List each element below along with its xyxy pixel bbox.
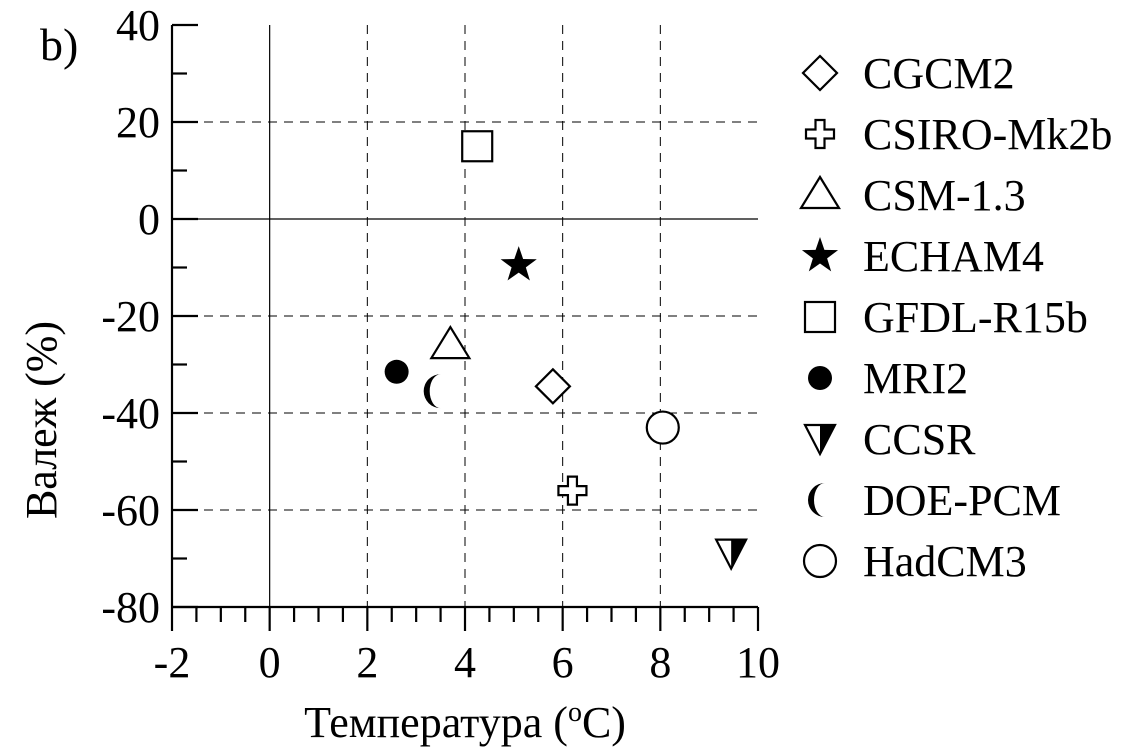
data-point-hadcm3 [645,410,680,445]
data-point-mri2 [384,359,409,384]
legend-label-echam4: ECHAM4 [863,232,1044,281]
legend-marker-mri2 [808,366,832,390]
axes [170,23,760,631]
x-tick-label: 8 [649,638,671,687]
x-tick-label: 6 [552,638,574,687]
legend-label-ccsr: CCSR [863,415,976,464]
y-tick-label: -40 [101,389,160,438]
data-point-csm-1-3 [429,324,472,360]
y-tick-label: -60 [101,486,160,535]
data-point-csiro-mk2b [557,475,588,506]
legend-label-gfdl-r15b: GFDL-R15b [863,293,1088,342]
legend-label-csiro-mk2b: CSIRO-Mk2b [863,110,1112,159]
legend-marker-csm-1-3 [799,174,841,210]
x-axis-title-end: C) [582,698,626,747]
star-marker [500,246,537,281]
cross-marker [557,475,588,506]
data-point-gfdl-r15b [461,130,494,163]
x-tick-label: -2 [154,638,191,687]
legend: CGCM2 CSIRO-Mk2b CSM-1.3 ECHAM4 GFDL-R15b MRI… [799,49,1112,586]
open-circle-marker [645,410,680,445]
legend-marker-csiro-mk2b [804,118,836,150]
crescent-marker [423,374,441,409]
y-tick-label: 40 [116,1,160,50]
legend-label-csm-1-3: CSM-1.3 [863,171,1026,220]
down-triangle-fill [731,539,747,569]
x-tick-label: 10 [736,638,780,687]
legend-marker-gfdl-r15b [803,300,837,334]
legend-marker-ccsr [803,423,837,457]
down-triangle-fill [820,425,835,454]
data-point-echam4 [500,246,537,281]
x-tick-label: 2 [356,638,378,687]
legend-label-cgcm2: CGCM2 [863,49,1015,98]
y-tick-label: -20 [101,292,160,341]
crescent-marker [808,483,825,517]
diamond-marker [801,54,839,92]
filled-circle-marker [384,359,409,384]
data-point-ccsr [714,538,748,572]
legend-marker-cgcm2 [801,54,839,92]
cross-marker [804,118,836,150]
legend-marker-echam4 [801,237,839,272]
y-tick-label: 20 [116,98,160,147]
legend-label-doe-pcm: DOE-PCM [863,476,1061,525]
y-tick-label: 0 [138,195,160,244]
x-axis-title-sup: o [568,697,582,728]
triangle-marker [429,324,472,360]
data-points [384,130,748,572]
x-axis-title: Температура (oC) [304,697,626,747]
square-marker [461,130,494,163]
filled-circle-marker [808,366,832,390]
legend-marker-hadcm3 [802,543,838,579]
x-tick-label: 4 [454,638,476,687]
data-point-doe-pcm [423,374,441,409]
x-tick-label: 0 [259,638,281,687]
x-axis-title-main: Температура ( [304,698,568,747]
panel-label: b) [40,19,78,70]
triangle-marker [799,174,841,210]
data-point-cgcm2 [534,367,572,405]
legend-label-mri2: MRI2 [863,354,968,403]
star-marker [801,237,839,272]
open-circle-marker [802,543,838,579]
diamond-marker [534,367,572,405]
square-marker [803,300,837,334]
y-tick-label: -80 [101,583,160,632]
grid-lines [172,25,758,607]
legend-marker-doe-pcm [808,483,825,517]
y-axis-title: Валеж (%) [17,321,66,519]
legend-label-hadcm3: HadCM3 [863,537,1027,586]
